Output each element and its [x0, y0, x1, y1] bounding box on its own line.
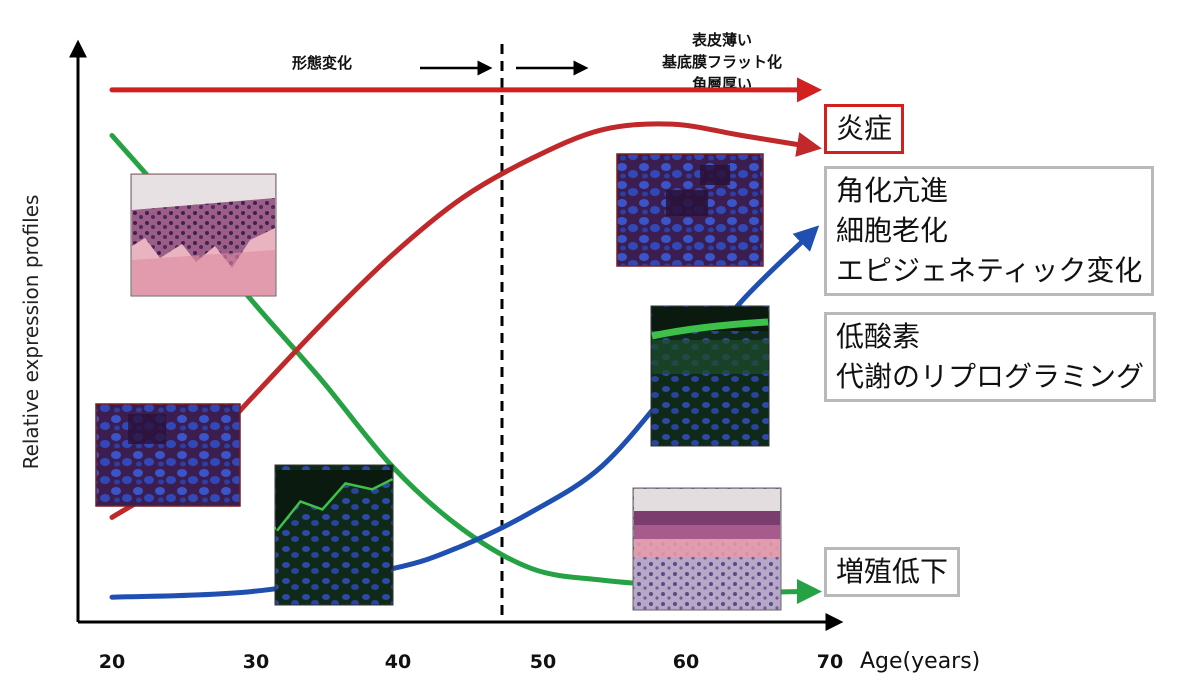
- annotation-right-line: 表皮薄い: [692, 31, 752, 49]
- label-senescence-line: エピジェネティック変化: [836, 254, 1143, 287]
- thumbnails: [95, 153, 782, 611]
- label-box-senescence: 角化亢進 細胞老化 エピジェネティック変化: [824, 166, 1155, 296]
- annotation-right-line: 基底膜フラット化: [661, 53, 782, 71]
- label-hypoxia-line: 代謝のリプログラミング: [836, 360, 1145, 393]
- x-tick-label: 70: [817, 651, 843, 673]
- x-tick-label: 30: [243, 651, 269, 673]
- fluorescence-green-young: [274, 464, 394, 606]
- label-senescence-line: 細胞老化: [836, 214, 949, 247]
- label-box-inflammation: 炎症: [824, 104, 905, 154]
- label-box-hypoxia: 低酸素 代謝のリプログラミング: [824, 312, 1157, 402]
- he-stain-young: [130, 173, 277, 297]
- annotation-morphology: 形態変化: [292, 54, 352, 72]
- x-axis-label: Age(years): [860, 649, 980, 674]
- nuclei-blue-old: [616, 153, 764, 267]
- label-inflammation: 炎症: [836, 112, 893, 145]
- y-axis-label: Relative expression profiles: [19, 195, 43, 470]
- he-stain-old: [632, 487, 782, 611]
- x-tick-label: 50: [530, 651, 556, 673]
- label-senescence-line: 角化亢進: [836, 174, 949, 207]
- label-box-proliferation: 増殖低下: [824, 547, 961, 597]
- x-tick-label: 60: [673, 651, 699, 673]
- x-tick-label: 20: [99, 651, 125, 673]
- nuclei-blue-young: [95, 403, 241, 507]
- x-tick-label: 40: [385, 651, 411, 673]
- label-hypoxia-line: 低酸素: [836, 320, 921, 353]
- x-tick-labels: 20 30 40 50 60 70: [99, 651, 843, 673]
- fluorescence-green-old: [650, 305, 770, 447]
- label-proliferation: 増殖低下: [836, 555, 949, 588]
